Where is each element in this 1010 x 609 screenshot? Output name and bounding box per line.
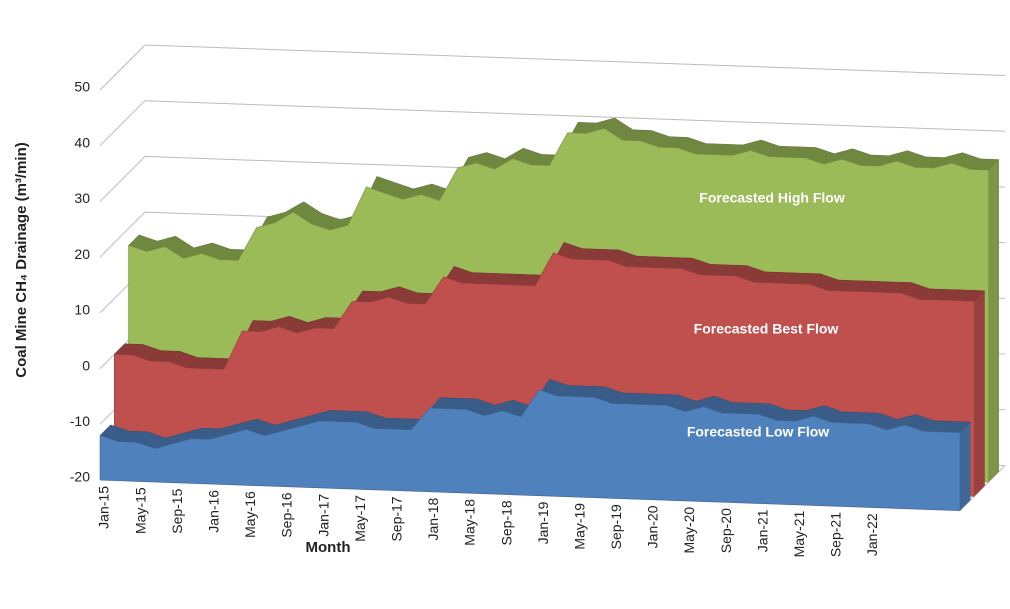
y-tick-label: -20 — [70, 469, 90, 485]
x-tick-label: Sep-17 — [388, 496, 404, 541]
x-tick-label: Sep-15 — [169, 488, 185, 533]
x-tick-label: Sep-16 — [279, 492, 295, 537]
x-tick-label: Jan-18 — [425, 497, 441, 540]
y-tick-label: 20 — [74, 246, 90, 262]
y-tick-label: 0 — [82, 357, 90, 373]
x-tick-label: May-20 — [681, 507, 697, 554]
area-side — [988, 159, 999, 483]
x-tick-label: Sep-18 — [498, 500, 514, 545]
plot: -20 -10 0 10 20 30 40 50 — [70, 44, 1006, 512]
x-tick-label: Sep-20 — [718, 508, 734, 553]
y-tick-label: 10 — [74, 302, 90, 318]
x-tick-label: Jan-17 — [315, 494, 331, 537]
x-tick-label: May-19 — [571, 503, 587, 550]
area-side — [960, 422, 971, 511]
x-tick-label: Jan-16 — [205, 490, 221, 533]
x-tick-label: Jan-21 — [754, 509, 770, 552]
x-tick-label: Jan-22 — [864, 513, 880, 556]
x-tick-label: May-18 — [462, 499, 478, 546]
y-axis-label: Coal Mine CH₄ Drainage (m³/min) — [13, 142, 30, 378]
annotation: Forecasted High Flow — [699, 190, 845, 206]
x-tick-label: Jan-19 — [535, 501, 551, 544]
x-tick-label: Sep-19 — [608, 504, 624, 549]
x-axis-label: Month — [306, 539, 351, 556]
y-tick-label: 40 — [74, 134, 90, 150]
grid-line — [99, 44, 1006, 91]
annotation: Forecasted Low Flow — [687, 424, 829, 440]
area-side — [974, 290, 985, 497]
x-tick-label: May-15 — [132, 487, 148, 534]
y-tick-label: -10 — [70, 413, 90, 429]
x-tick-label: Jan-20 — [645, 505, 661, 548]
x-tick-label: Jan-15 — [96, 486, 112, 529]
x-tick-label: May-17 — [352, 495, 368, 542]
area — [99, 389, 961, 511]
grid-line — [99, 100, 1006, 147]
x-tick-label: May-16 — [242, 491, 258, 538]
x-tick-label: May-21 — [791, 510, 807, 557]
y-tick-label: 30 — [74, 190, 90, 206]
annotation: Forecasted Best Flow — [694, 321, 839, 337]
x-tick-label: Sep-21 — [828, 512, 844, 557]
y-tick-label: 50 — [74, 79, 90, 95]
